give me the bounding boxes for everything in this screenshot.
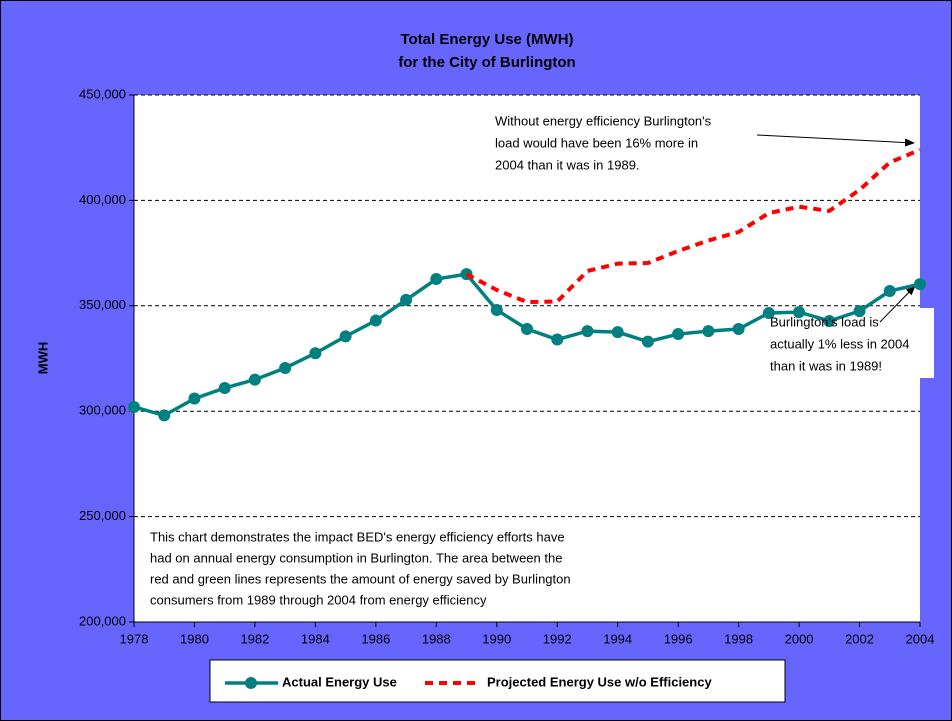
- data-point: [279, 361, 292, 374]
- annotation: had on annual energy consumption in Burl…: [150, 550, 562, 565]
- data-point: [732, 322, 745, 335]
- annotation-arrow: [756, 134, 915, 147]
- annotation-arrow: [879, 285, 916, 323]
- x-tick-label: 1996: [664, 631, 693, 646]
- x-tick-label: 1980: [180, 631, 209, 646]
- data-point: [128, 400, 140, 413]
- series-line: [465, 147, 921, 305]
- annotation-box: [762, 308, 934, 378]
- annotation: actually 1% less in 2004: [770, 336, 909, 351]
- annotation: consumers from 1989 through 2004 from en…: [150, 592, 487, 607]
- data-point: [551, 333, 564, 346]
- data-point: [369, 314, 382, 327]
- data-point: [188, 392, 201, 405]
- x-tick-label: 2004: [906, 631, 935, 646]
- data-point: [762, 306, 775, 319]
- x-tick-label: 1992: [543, 631, 572, 646]
- x-tick-label: 1982: [240, 631, 269, 646]
- data-point: [248, 373, 261, 386]
- annotation: 2004 than it was in 1989.: [495, 157, 640, 172]
- data-point: [702, 325, 715, 338]
- y-tick-label: 250,000: [79, 508, 126, 523]
- y-tick-label: 200,000: [79, 613, 126, 628]
- data-point: [823, 314, 836, 327]
- x-tick-label: 1986: [361, 631, 390, 646]
- chart-title: for the City of Burlington: [398, 54, 575, 71]
- data-point: [641, 335, 654, 348]
- legend: [209, 659, 786, 703]
- y-tick-label: 450,000: [79, 86, 126, 101]
- data-point: [672, 328, 685, 341]
- x-tick-label: 2002: [845, 631, 874, 646]
- y-tick-label: 300,000: [79, 403, 126, 418]
- x-tick-label: 1998: [724, 631, 753, 646]
- y-tick-label: 400,000: [79, 192, 126, 207]
- annotation: Without energy efficiency Burlington's: [495, 113, 712, 128]
- data-point: [883, 285, 896, 298]
- data-point: [853, 305, 866, 318]
- annotation: than it was in 1989!: [770, 358, 882, 373]
- data-point: [430, 273, 443, 286]
- data-point: [218, 382, 231, 395]
- x-tick-label: 1990: [482, 631, 511, 646]
- annotation: red and green lines represents the amoun…: [150, 571, 571, 586]
- x-tick-label: 1994: [603, 631, 632, 646]
- data-point: [400, 293, 413, 306]
- y-tick-label: 350,000: [79, 297, 126, 312]
- annotation: load would have been 16% more in: [495, 135, 698, 150]
- chart-title: Total Energy Use (MWH): [400, 31, 573, 48]
- x-tick-label: 1984: [301, 631, 330, 646]
- annotation: This chart demonstrates the impact BED's…: [150, 529, 565, 544]
- x-tick-label: 1978: [120, 631, 149, 646]
- data-point: [309, 347, 322, 360]
- data-point: [158, 409, 171, 422]
- legend-label: Actual Energy Use: [282, 674, 397, 689]
- data-point: [490, 304, 503, 317]
- data-point: [339, 330, 352, 343]
- data-point: [581, 325, 594, 338]
- y-axis-label: MWH: [35, 342, 50, 375]
- annotation: Burlington's load is: [770, 314, 879, 329]
- legend-marker: [245, 677, 257, 689]
- x-tick-label: 1988: [422, 631, 451, 646]
- data-point: [793, 306, 806, 319]
- data-point: [914, 278, 926, 291]
- data-point: [611, 326, 624, 339]
- legend-label: Projected Energy Use w/o Efficiency: [487, 674, 712, 689]
- data-point: [521, 322, 533, 335]
- x-tick-label: 2000: [785, 631, 814, 646]
